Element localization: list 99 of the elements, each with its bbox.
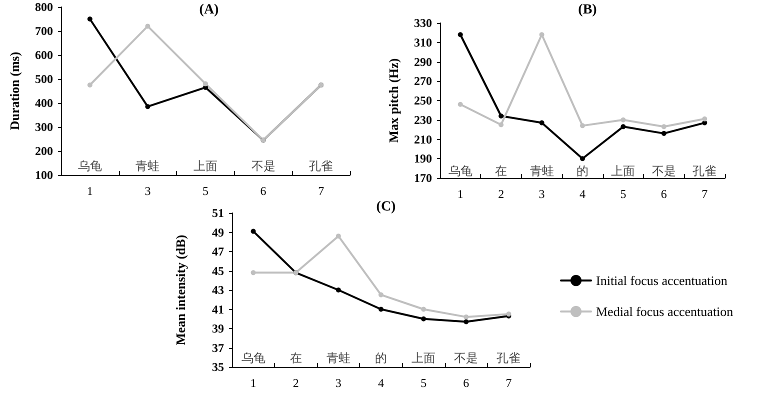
point [336,288,341,292]
chart-title: (A) [199,2,220,18]
y-tick-label: 43 [212,283,224,297]
y-tick-label: 41 [212,302,224,316]
y-tick-label: 47 [212,244,224,258]
y-tick-label: 700 [35,24,53,38]
x-tick-label: 1 [457,187,464,201]
y-axis-title: Mean intensity (dB) [173,234,188,346]
x-tick-label: 4 [580,187,586,201]
point [464,319,469,324]
annotation: 不是 [251,159,276,173]
point [620,124,626,130]
y-tick-label: 230 [414,112,432,127]
annotation: 的 [576,164,588,178]
point [378,306,384,312]
x-tick-label: 3 [538,187,545,201]
y-tick-label: 600 [35,48,53,62]
point [661,124,666,130]
point [145,104,150,110]
annotation: 在 [495,164,508,178]
annotation: 上面 [412,351,436,365]
y-tick-label: 190 [414,152,432,166]
chart-title: (C) [376,200,396,214]
x-tick-label: 1 [86,184,93,198]
point [580,123,585,128]
y-tick-label: 210 [414,132,432,146]
annotation: 乌龟 [448,164,472,178]
y-tick-label: 300 [35,120,53,134]
y-tick-label: 37 [212,340,224,355]
annotation: 的 [375,351,387,365]
x-tick-label: 5 [420,376,427,390]
y-axis-title: Duration (ms) [7,52,22,130]
y-tick-label: 51 [212,206,224,220]
y-tick-label: 35 [212,360,224,374]
legend-label: Medial focus accentuation [596,304,734,319]
x-tick-label: 6 [463,376,470,390]
point [702,116,708,122]
point [458,32,463,38]
point [464,314,469,320]
point [498,114,504,118]
annotation: 孔雀 [309,159,334,173]
y-tick-label: 250 [414,94,432,108]
point [250,270,256,276]
x-tick-label: 7 [702,187,708,201]
x-tick-label: 1 [250,376,256,390]
annotation: 青蛙 [136,159,160,173]
point [421,316,426,322]
point [87,16,92,22]
legend-label: Initial focus accentuation [596,273,728,288]
x-tick-label: 3 [335,376,342,390]
point [87,82,92,88]
annotation: 青蛙 [530,164,554,178]
x-tick-label: 2 [292,376,299,390]
y-tick-label: 100 [35,168,53,182]
y-tick-label: 45 [212,264,224,278]
x-tick-label: 6 [660,187,667,201]
x-tick-label: 6 [260,184,266,198]
point [458,102,463,107]
y-axis-title: Max pitch (Hz) [386,58,401,143]
point [203,81,208,86]
x-tick-label: 5 [620,187,626,201]
chart-title: (B) [578,2,598,18]
y-tick-label: 500 [35,72,53,86]
point [661,130,666,136]
x-tick-label: 7 [318,184,324,198]
point [145,24,150,29]
point [620,117,626,122]
annotation: 青蛙 [326,351,350,365]
annotation: 孔雀 [692,164,717,178]
annotation: 不是 [652,164,676,178]
y-tick-label: 400 [35,96,53,110]
y-tick-label: 330 [414,16,432,30]
x-tick-label: 5 [202,184,208,198]
y-tick-label: 290 [414,54,432,69]
y-tick-label: 310 [414,35,432,50]
annotation: 乌龟 [78,159,102,173]
point [498,122,504,128]
point [421,306,426,312]
y-tick-label: 39 [212,322,224,336]
x-tick-label: 7 [506,376,512,390]
point [539,120,544,126]
annotation: 在 [290,351,302,365]
x-tick-label: 2 [498,187,504,201]
y-tick-label: 270 [414,74,432,88]
point [580,156,585,162]
point [336,234,341,239]
y-tick-label: 170 [414,171,432,185]
annotation: 孔雀 [496,351,521,365]
point [378,292,384,298]
annotation: 上面 [611,164,636,178]
x-tick-label: 4 [378,376,384,390]
y-tick-label: 49 [212,225,224,240]
annotation: 上面 [194,159,218,173]
y-tick-label: 800 [35,0,53,14]
annotation: 不是 [454,351,478,365]
y-tick-label: 200 [35,144,53,158]
annotation: 乌龟 [241,351,266,365]
x-tick-label: 3 [144,184,151,198]
point [250,228,256,234]
